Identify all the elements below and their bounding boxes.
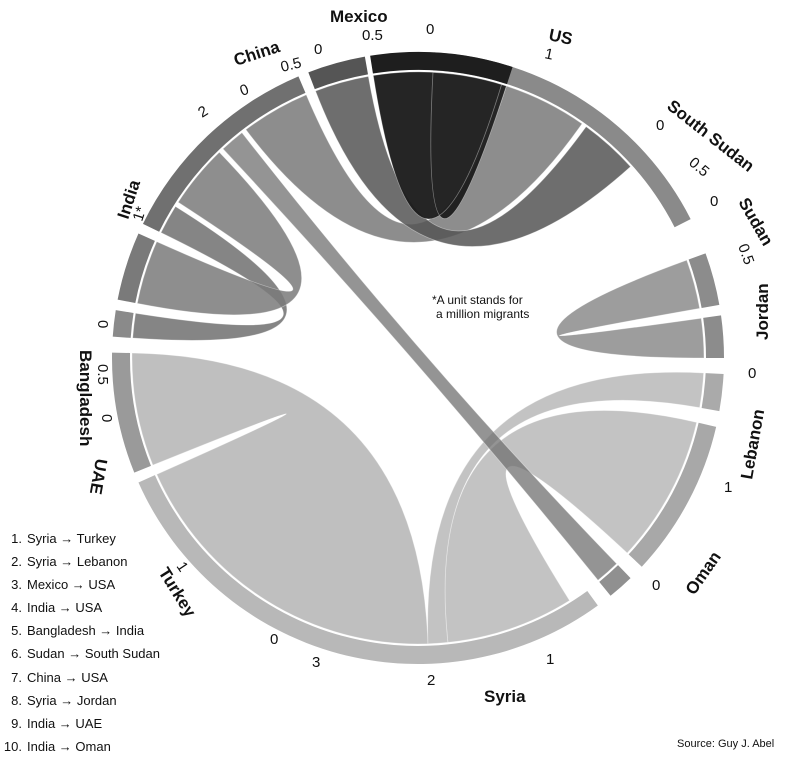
legend-item-number: 5. bbox=[11, 623, 22, 639]
tick-sudan-0: 0 bbox=[710, 193, 718, 210]
region-arc-sudan bbox=[703, 315, 724, 358]
region-arc-uae bbox=[112, 310, 134, 338]
region-arc-bangladesh bbox=[117, 233, 155, 304]
ribbon-bangladesh-india bbox=[136, 151, 302, 316]
tick-turkey-0: 0 bbox=[270, 631, 278, 648]
tick-syria-3: 3 bbox=[312, 654, 320, 671]
tick-india-0: 0 bbox=[94, 320, 111, 328]
tick-lebanon-1: 1 bbox=[724, 479, 732, 496]
legend-item: 6. Sudan → South Sudan bbox=[0, 642, 300, 665]
legend-item-text: Bangladesh → India bbox=[27, 623, 145, 639]
migration-ribbons bbox=[131, 71, 705, 645]
tick-us-0: 0 bbox=[426, 21, 434, 38]
tick-mexico-0: 0 bbox=[314, 41, 322, 58]
label-sudan: Sudan bbox=[735, 195, 777, 249]
tick-bangladesh-05: 0.5 bbox=[94, 364, 111, 385]
unit-note-line1: *A unit stands for bbox=[432, 293, 523, 307]
legend-item: 1. Syria → Turkey bbox=[0, 527, 300, 550]
label-us: US bbox=[547, 25, 574, 48]
label-lebanon: Lebanon bbox=[737, 408, 768, 481]
region-arc-mexico bbox=[370, 52, 513, 85]
tick-india-1: 1* bbox=[130, 204, 151, 223]
tick-china-0: 0 bbox=[238, 81, 252, 100]
label-oman: Oman bbox=[682, 548, 725, 598]
legend-item-text: India → Oman bbox=[27, 738, 111, 754]
region-arc-turkey bbox=[112, 352, 151, 473]
label-jordan: Jordan bbox=[753, 283, 772, 340]
tick-mexico-05: 0.5 bbox=[362, 27, 383, 44]
region-arc-lebanon bbox=[628, 422, 717, 567]
legend-item: 5. Bangladesh → India bbox=[0, 619, 300, 642]
region-arc-china bbox=[308, 56, 368, 90]
region-arcs bbox=[112, 52, 724, 664]
ribbon-china-us bbox=[314, 75, 632, 247]
label-mexico: Mexico bbox=[330, 7, 388, 26]
region-arc-south-sudan bbox=[688, 253, 720, 308]
legend-item-text: Syria → Turkey bbox=[27, 531, 116, 546]
tick-south-sudan-05: 0.5 bbox=[685, 154, 712, 180]
tick-south-sudan-0: 0 bbox=[656, 117, 664, 134]
tick-sudan-05: 0.5 bbox=[734, 242, 757, 267]
legend-item-text: India → USA bbox=[27, 600, 103, 616]
tick-syria-1: 1 bbox=[546, 651, 554, 668]
tick-syria-0: 0 bbox=[652, 577, 660, 594]
legend-item-number: 3. bbox=[11, 577, 22, 593]
source-credit: Source: Guy J. Abel bbox=[677, 738, 775, 750]
label-syria: Syria bbox=[484, 687, 526, 706]
region-arc-india bbox=[142, 76, 306, 232]
tick-us-1: 1 bbox=[543, 45, 555, 63]
legend-item: 4. India → USA bbox=[0, 596, 300, 619]
tick-lebanon-0: 0 bbox=[748, 365, 756, 382]
label-china: China bbox=[231, 37, 282, 70]
tick-china-05: 0.5 bbox=[279, 54, 303, 76]
label-south-sudan: South Sudan bbox=[664, 96, 758, 176]
region-arc-jordan bbox=[701, 373, 724, 412]
legend-item-number: 9. bbox=[11, 715, 22, 731]
legend-item: 10. India → Oman bbox=[0, 735, 300, 758]
legend-item: 2. Syria → Lebanon bbox=[0, 550, 300, 573]
legend-item: 3. Mexico → USA bbox=[0, 573, 300, 596]
legend-item-number: 6. bbox=[11, 646, 22, 662]
ribbon-mexico-us bbox=[372, 71, 507, 220]
legend-item-number: 4. bbox=[11, 600, 22, 616]
flow-legend: 1. Syria → Turkey 2. Syria → Lebanon 3. Mexic… bbox=[0, 527, 300, 758]
legend-item: 8. Syria → Jordan bbox=[0, 689, 300, 712]
label-uae: UAE bbox=[86, 457, 111, 496]
legend-item: 9. India → UAE bbox=[0, 712, 300, 735]
unit-note-line2: a million migrants bbox=[436, 307, 529, 321]
legend-item-number: 8. bbox=[11, 692, 22, 708]
ribbon-india-oman bbox=[222, 132, 618, 581]
legend-item-text: China → USA bbox=[27, 669, 108, 685]
legend-item-number: 1. bbox=[11, 531, 22, 546]
legend-item-text: Syria → Jordan bbox=[27, 692, 117, 708]
legend-item: 7. China → USA bbox=[0, 666, 300, 689]
legend-item-text: India → UAE bbox=[27, 715, 103, 731]
label-bangladesh: Bangladesh bbox=[76, 350, 95, 446]
legend-item-text: Sudan → South Sudan bbox=[27, 646, 160, 662]
legend-item-number: 2. bbox=[11, 554, 22, 570]
tick-syria-2: 2 bbox=[427, 672, 435, 689]
ribbon-india-us bbox=[245, 85, 583, 243]
legend-item-text: Mexico → USA bbox=[27, 577, 116, 593]
legend-item-text: Syria → Lebanon bbox=[27, 554, 128, 570]
legend-item-number: 7. bbox=[11, 669, 22, 685]
tick-india-2: 2 bbox=[195, 103, 211, 122]
ribbon-syria-turkey bbox=[131, 352, 429, 645]
ribbon-sudan-south-sudan bbox=[556, 259, 705, 359]
region-arc-oman bbox=[599, 565, 631, 596]
legend-item-number: 10. bbox=[3, 738, 22, 754]
tick-bangladesh-0: 0 bbox=[98, 414, 115, 422]
